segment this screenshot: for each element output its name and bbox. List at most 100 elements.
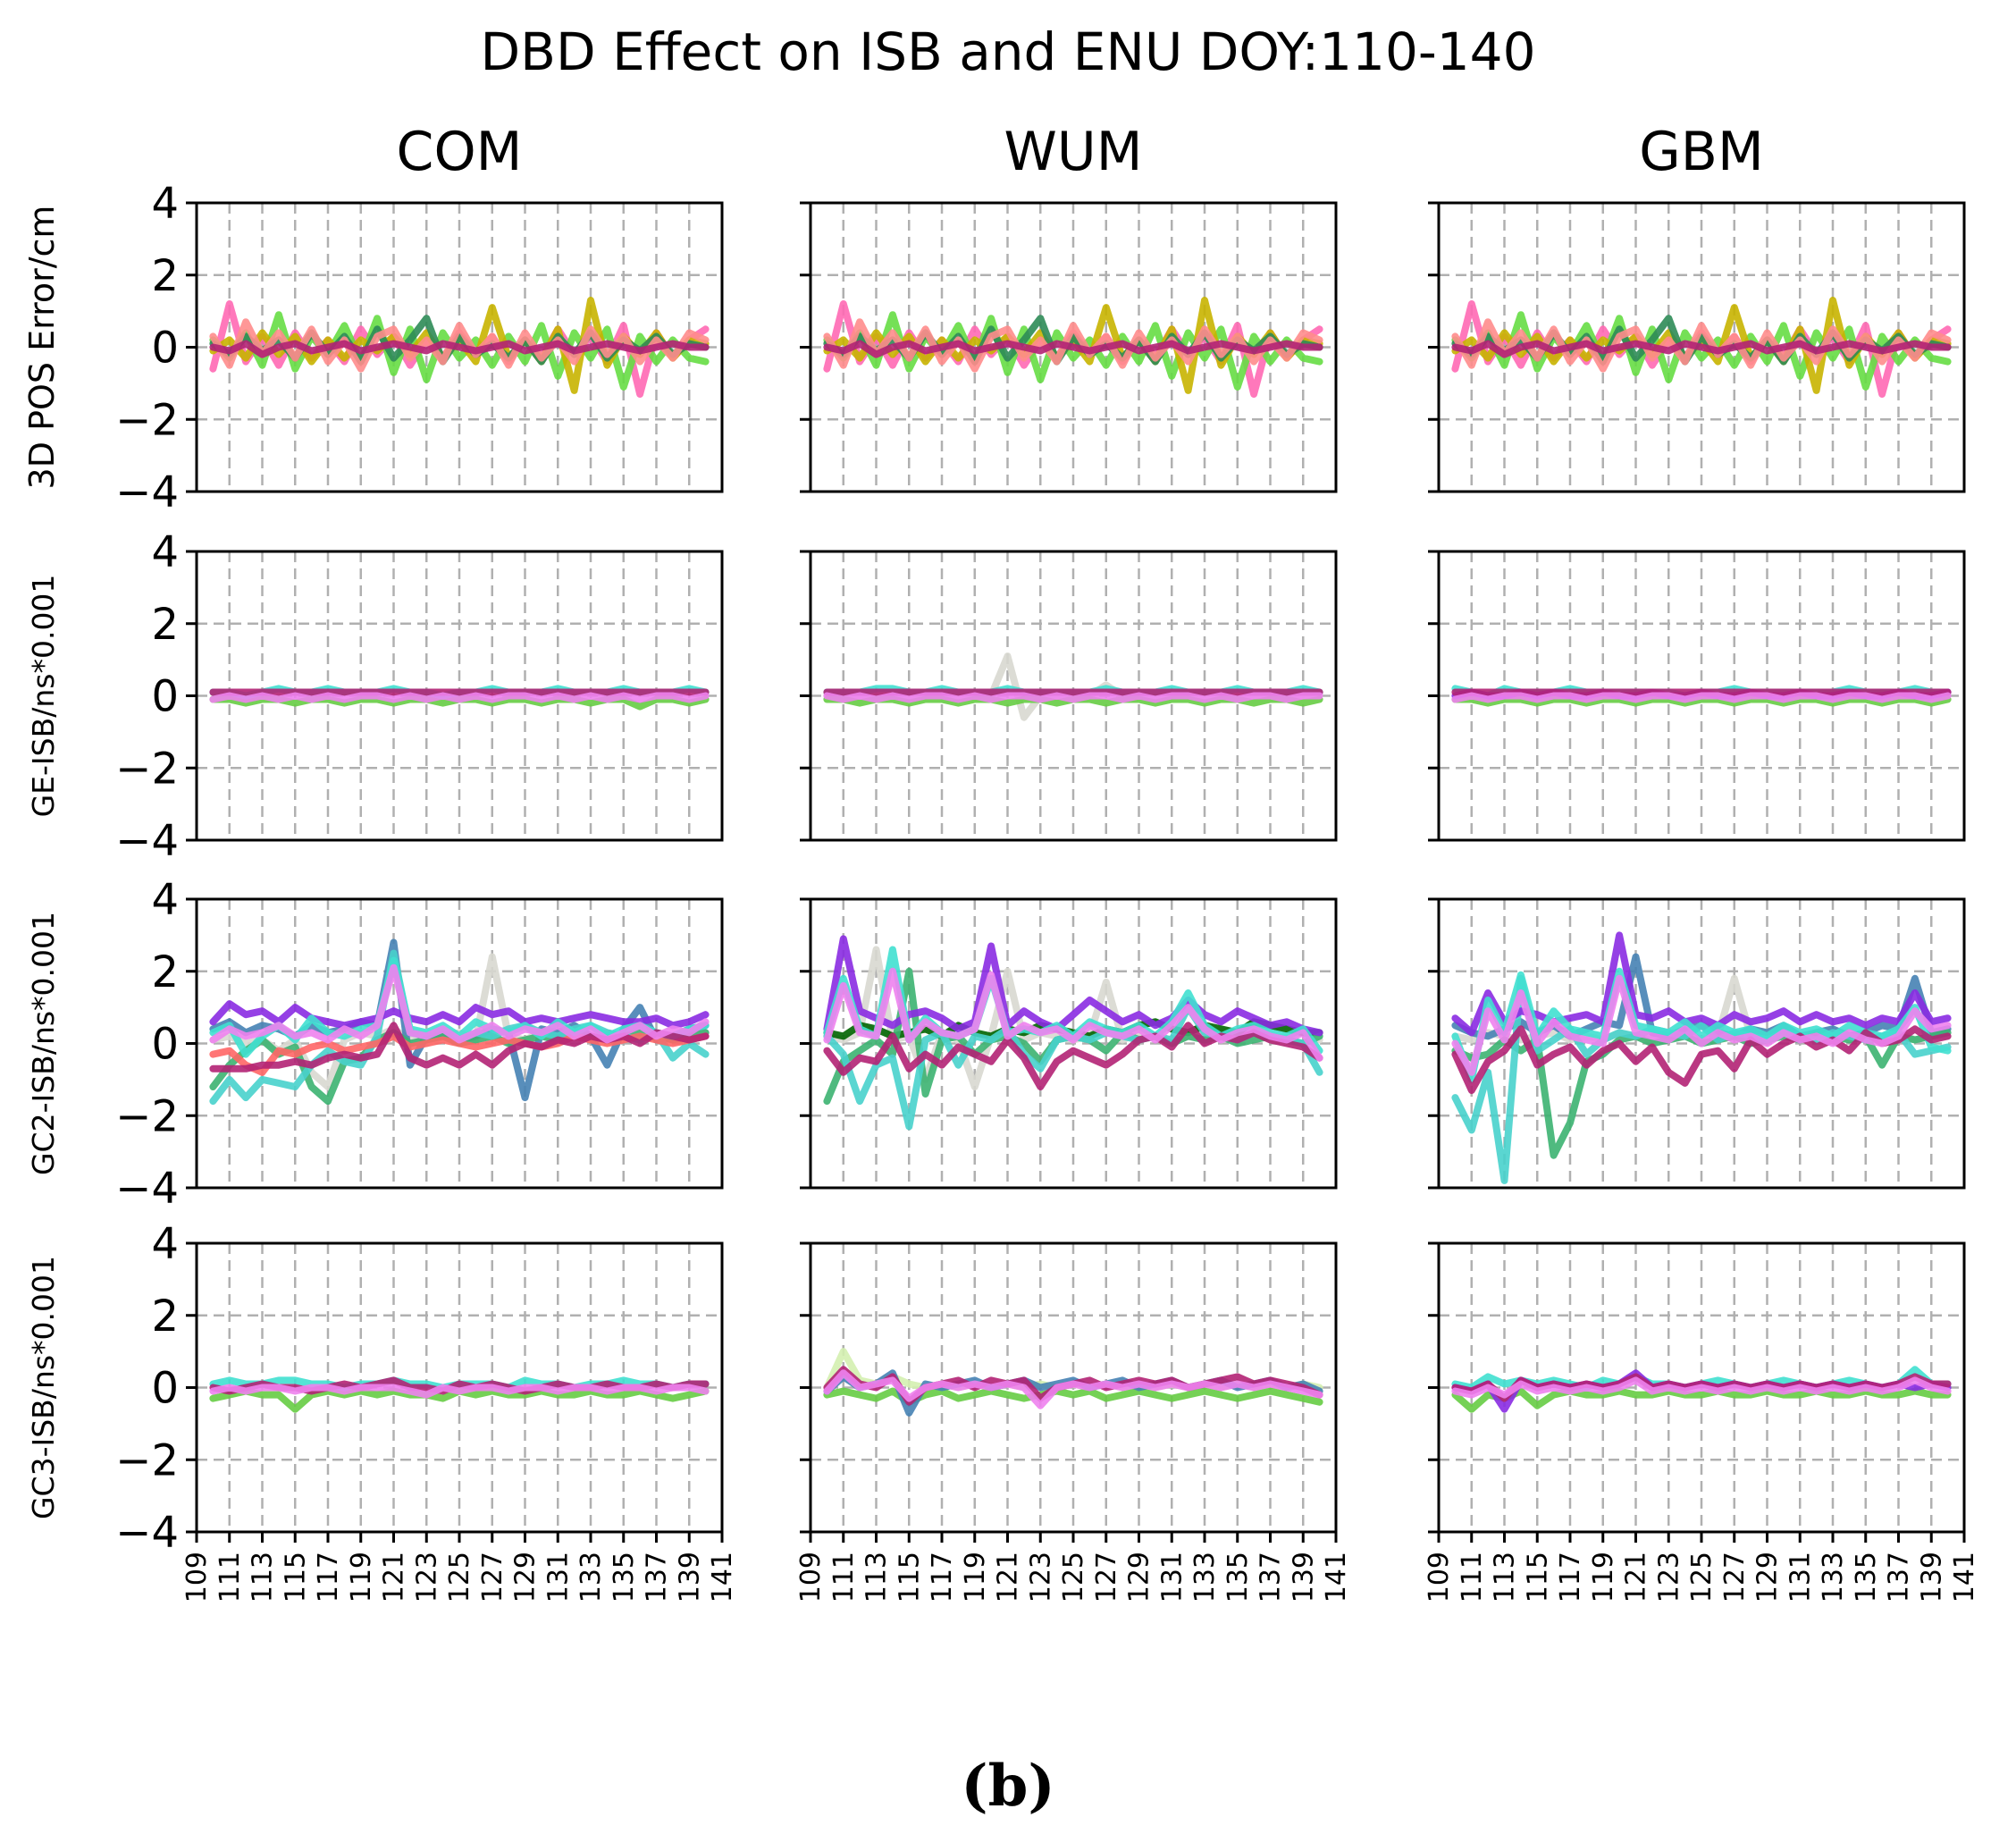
x-tick-label: 117 [927,1552,958,1603]
y-axis-label-row-4: GC3-ISB/ns*0.001 [26,1256,61,1519]
row-labels: 3D POS Error/cm GE-ISB/ns*0.001 GC2-ISB/ns… [22,206,62,1519]
x-tick-label: 129 [1124,1552,1155,1603]
y-tick-label: −4 [115,467,179,517]
y-tick-label: −4 [115,1508,179,1558]
series-line-6 [209,340,710,358]
y-axis-label-row-3: GC2-ISB/ns*0.001 [26,912,61,1175]
x-tick-label: 125 [1686,1552,1718,1603]
series-group [823,1348,1323,1417]
panel-gbm-row-4: 109 111 113 115 117 119 121 123 125 127 129 131 133 1… [1424,1241,1980,1603]
y-tick-label: 4 [151,179,179,229]
x-tick-label: 121 [379,1552,410,1603]
series-line-5 [823,692,1323,703]
x-tick-label: 129 [1752,1552,1784,1603]
series-line-5 [1451,1376,1952,1399]
y-tick-label: −4 [115,1164,179,1214]
x-tick-label: 133 [575,1552,607,1603]
x-tick-label: 121 [1621,1552,1652,1603]
series-group [209,685,710,711]
panel-com-row-2: 4 2 0 −2 −4 [115,527,724,866]
x-tick-label: 127 [1091,1552,1122,1603]
series-group [209,1376,710,1413]
series-group [209,297,710,398]
x-tick-label: 141 [1321,1552,1352,1603]
panel-wum-row-3 [800,897,1338,1190]
figure-title: DBD Effect on ISB and ENU DOY:110-140 [481,21,1536,82]
x-tick-label: 119 [346,1552,377,1603]
x-tick-label: 123 [411,1552,442,1603]
series-line-2 [823,311,1323,391]
x-tick-label: 131 [542,1552,574,1603]
x-tick-label: 141 [707,1552,738,1603]
y-axis-label-row-2: GE-ISB/ns*0.001 [26,575,61,818]
x-tick-label: 127 [477,1552,508,1603]
x-tick-label: 139 [1288,1552,1319,1603]
series-line-5 [823,318,1323,373]
x-tick-label: 137 [1256,1552,1287,1603]
series-line-5 [1451,931,1952,1037]
series-line-6 [823,340,1323,358]
series-line-4 [209,1384,710,1399]
x-tick-label: 115 [280,1552,311,1603]
x-tick-label: 139 [1916,1552,1947,1603]
x-tick-label: 113 [861,1552,893,1603]
x-tick-label: 117 [313,1552,344,1603]
series-line-6 [209,1000,710,1030]
series-group [823,297,1323,398]
x-tick-label: 121 [993,1552,1024,1603]
column-title-com: COM [397,121,523,183]
x-tick-label: 109 [181,1552,213,1603]
series-line-9 [209,963,710,1044]
x-tick-label: 137 [1884,1552,1915,1603]
series-group [1451,685,1952,707]
x-tick-label: 139 [674,1552,705,1603]
x-tick-label: 125 [1058,1552,1089,1603]
y-tick-label: 2 [151,251,179,301]
y-tick-label: 2 [151,947,179,997]
x-tick-label: 123 [1653,1552,1684,1603]
series-group [1451,297,1952,398]
series-line-5 [823,935,1323,1037]
x-tick-label: 131 [1785,1552,1816,1603]
x-tick-label: 113 [248,1552,279,1603]
series-line-2 [209,311,710,391]
panel-gbm-row-3 [1428,897,1966,1190]
series-group [1451,931,1952,1184]
x-tick-label: 111 [214,1552,246,1603]
column-title-wum: WUM [1004,121,1142,183]
panel-gbm-row-2 [1428,550,1966,842]
x-tick-label: 119 [960,1552,991,1603]
y-tick-label: −4 [115,816,179,866]
series-line-7 [1451,1025,1952,1094]
x-tick-label: 133 [1189,1552,1221,1603]
panel-wum-row-2 [800,550,1338,842]
y-axis-label-row-1: 3D POS Error/cm [22,206,62,490]
series-line-7 [823,1022,1323,1090]
y-tick-label: 0 [151,324,179,374]
figure-caption: (b) [961,1753,1054,1820]
y-tick-label: −2 [115,744,179,794]
x-tick-label: 123 [1025,1552,1056,1603]
y-tick-label: 0 [151,1020,179,1070]
series-line-5 [823,1369,1323,1409]
x-tick-label: 137 [642,1552,673,1603]
x-tick-label: 131 [1156,1552,1188,1603]
series-line-5 [209,318,710,373]
series-line-8 [1451,974,1952,1076]
series-group [823,652,1323,721]
y-tick-label: 2 [151,600,179,650]
series-group [823,935,1323,1131]
y-tick-label: 4 [151,527,179,577]
panel-gbm-row-1 [1428,201,1966,493]
series-line-6 [1451,340,1952,358]
x-tick-label: 117 [1555,1552,1586,1603]
y-tick-label: −2 [115,1091,179,1141]
y-tick-label: 0 [151,1364,179,1414]
x-tick-label: 109 [1424,1552,1455,1603]
series-line-2 [1451,311,1952,391]
y-tick-label: −2 [115,395,179,445]
panel-com-row-1: 4 2 0 −2 −4 [115,179,724,517]
y-tick-label: 4 [151,875,179,925]
